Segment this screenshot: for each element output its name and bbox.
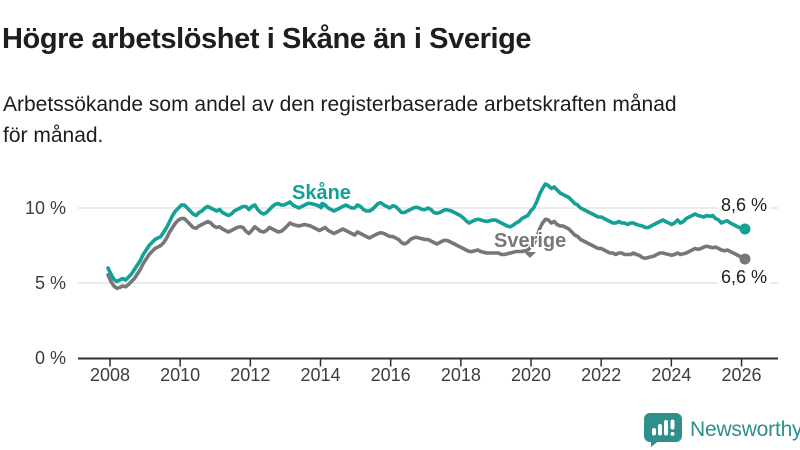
newsworthy-brand: Newsworthy xyxy=(644,413,800,447)
series-label-skane: Skåne xyxy=(292,182,351,210)
series-label-skane-text: Skåne xyxy=(292,182,351,204)
series-label-sverige-text: Sverige xyxy=(494,230,567,252)
x-tick-label: 2018 xyxy=(440,365,481,385)
end-value-label-skane: 8,6 % xyxy=(717,195,770,216)
x-tick-label: 2024 xyxy=(651,365,692,385)
subtitle-line-2: för månad. xyxy=(3,124,104,147)
sverige-line xyxy=(106,216,747,291)
x-tick-label: 2016 xyxy=(370,365,411,385)
skane-label-pointer-icon xyxy=(315,204,328,210)
y-tick-label: 5 % xyxy=(34,273,66,293)
skåne-end-dot xyxy=(739,223,751,235)
subtitle-line-1: Arbetssökande som andel av den registerb… xyxy=(3,93,677,116)
newsworthy-logo-icon xyxy=(644,413,682,447)
x-tick-label: 2014 xyxy=(300,365,341,385)
skåne-line xyxy=(106,182,747,284)
x-tick-label: 2010 xyxy=(160,365,201,385)
x-tick-label: 2020 xyxy=(510,365,552,385)
end-value-label-sverige: 6,6 % xyxy=(717,267,770,288)
sverige-end-dot xyxy=(739,253,751,265)
newsworthy-brand-text: Newsworthy xyxy=(690,418,800,441)
page-title: Högre arbetslöshet i Skåne än i Sverige xyxy=(2,23,532,56)
series-label-sverige: Sverige xyxy=(494,230,567,258)
sverige-label-pointer-icon xyxy=(524,252,537,258)
x-tick-label: 2008 xyxy=(89,365,131,385)
x-tick-label: 2012 xyxy=(230,365,271,385)
x-tick-label: 2026 xyxy=(721,365,762,385)
y-tick-label: 0 % xyxy=(34,348,66,368)
y-tick-label: 10 % xyxy=(24,198,66,218)
x-tick-label: 2022 xyxy=(581,365,622,385)
chart-subtitle: Arbetssökande som andel av den registerb… xyxy=(3,89,793,151)
